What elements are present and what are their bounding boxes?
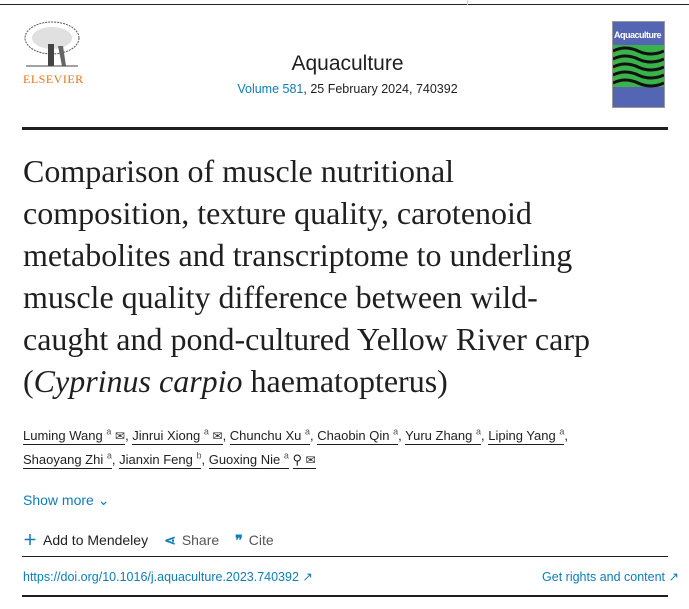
volume-link[interactable]: Volume 581	[237, 82, 304, 96]
doi-bottom-separator	[22, 595, 668, 597]
email-icon: ✉	[115, 429, 126, 443]
top-divider	[467, 0, 468, 5]
title-paren: (	[23, 363, 34, 399]
article-actions: ＋ Add to Mendeley ⋖ Share ❞ Cite	[23, 530, 683, 550]
author-list: Luming Wang a ✉, Jinrui Xiong a ✉, Chunc…	[23, 426, 568, 469]
title-line: (Cyprinus carpio haematopterus)	[23, 360, 683, 402]
email-icon: ✉	[305, 453, 316, 467]
author-link[interactable]: Chaobin Qin a	[317, 426, 399, 445]
author-link[interactable]: Luming Wang a ✉	[23, 426, 126, 445]
elsevier-logo-text: ELSEVIER	[23, 72, 84, 86]
article-header: Comparison of muscle nutritional composi…	[23, 150, 683, 550]
author-link[interactable]: Liping Yang a	[488, 426, 565, 445]
title-line: muscle quality difference between wild-	[23, 279, 538, 315]
author-link[interactable]: Yuru Zhang a	[405, 426, 482, 445]
corresponding-author-link[interactable]: ⚲ ✉	[292, 452, 316, 469]
author-link[interactable]: Guoxing Nie a	[208, 450, 289, 469]
external-link-icon: ↗	[302, 570, 313, 584]
show-more-button[interactable]: Show more ⌄	[23, 492, 110, 508]
add-to-mendeley-button[interactable]: ＋ Add to Mendeley	[23, 532, 149, 548]
doi-link[interactable]: https://doi.org/10.1016/j.aquaculture.20…	[23, 570, 313, 584]
quote-icon: ❞	[235, 532, 243, 548]
journal-cover[interactable]: Aquaculture	[612, 21, 665, 108]
article-title: Comparison of muscle nutritional composi…	[23, 150, 683, 402]
chevron-down-icon: ⌄	[97, 492, 110, 508]
title-line: composition, texture quality, carotenoid	[23, 195, 532, 231]
author-link[interactable]: Shaoyang Zhi a	[23, 450, 112, 469]
volume-details: , 25 February 2024, 740392	[303, 82, 458, 96]
share-button[interactable]: ⋖ Share	[164, 532, 220, 548]
author-link[interactable]: Jinrui Xiong a ✉	[132, 426, 223, 445]
elsevier-tree-logo	[24, 21, 80, 67]
doi-top-separator	[22, 556, 668, 557]
share-icon: ⋖	[164, 532, 176, 548]
cover-artwork	[613, 45, 664, 88]
volume-info: Volume 581, 25 February 2024, 740392	[150, 82, 545, 96]
person-icon: ⚲	[292, 452, 303, 467]
title-line: Comparison of muscle nutritional	[23, 153, 455, 189]
external-link-icon: ↗	[668, 570, 679, 584]
title-line: metabolites and transcriptome to underli…	[23, 237, 573, 273]
plus-icon: ＋	[23, 532, 37, 548]
title-line: caught and pond-cultured Yellow River ca…	[23, 321, 590, 357]
email-icon: ✉	[212, 429, 223, 443]
top-border	[0, 4, 689, 5]
author-link[interactable]: Jianxin Feng b	[119, 450, 202, 469]
get-rights-link[interactable]: Get rights and content ↗	[542, 570, 679, 584]
author-link[interactable]: Chunchu Xu a	[229, 426, 310, 445]
journal-name[interactable]: Aquaculture	[291, 52, 404, 75]
title-species: Cyprinus carpio	[33, 363, 243, 399]
cover-title: Aquaculture	[614, 30, 662, 40]
header-separator	[22, 127, 668, 130]
title-end: haematopterus)	[242, 363, 448, 399]
cite-button[interactable]: ❞ Cite	[235, 532, 274, 548]
